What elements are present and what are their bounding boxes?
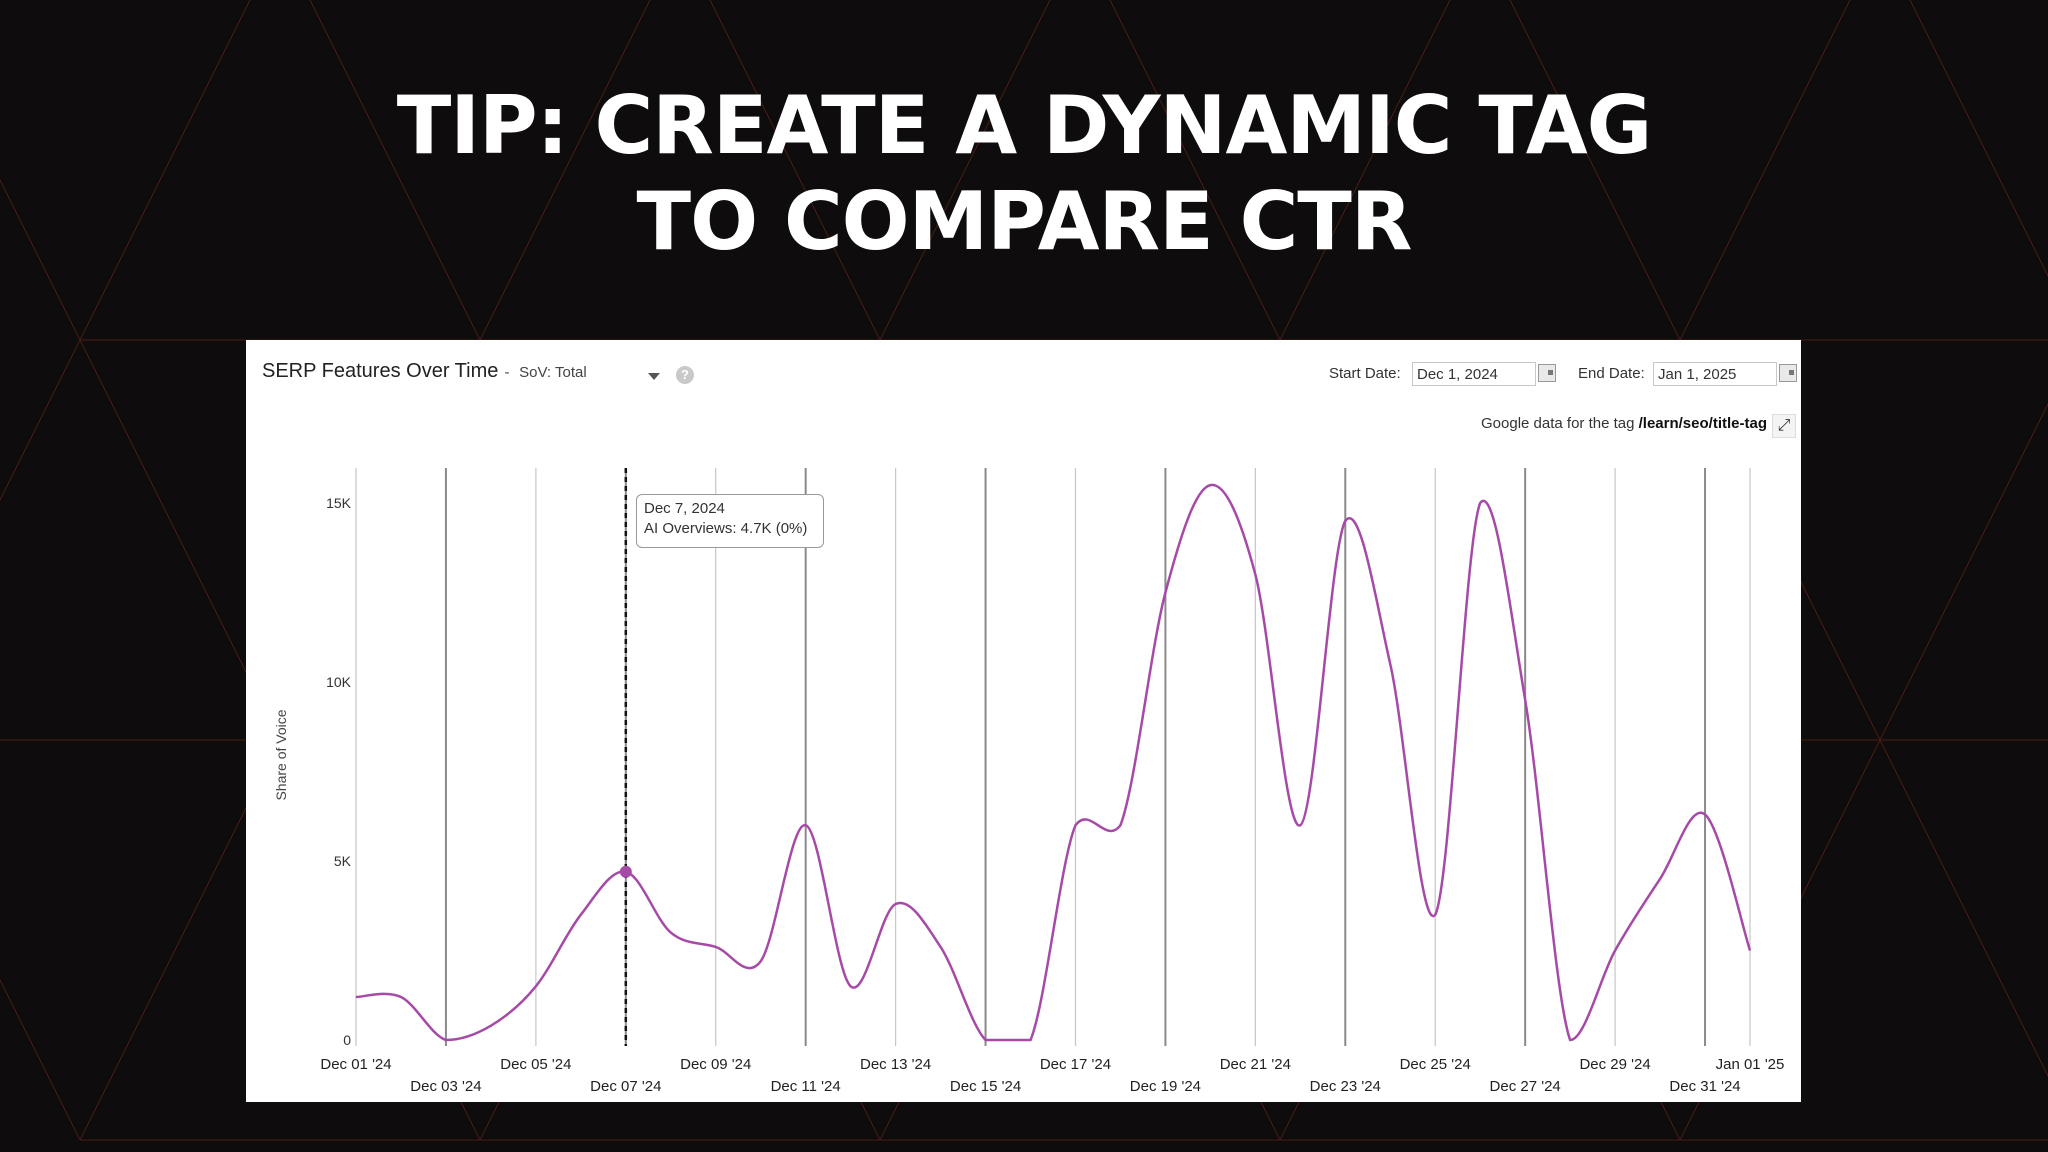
tooltip-value: AI Overviews: 4.7K (0%) <box>644 520 808 537</box>
expand-icon[interactable]: ⤢ <box>1772 414 1796 438</box>
background-line <box>0 339 81 502</box>
end-date-input[interactable]: Jan 1, 2025 <box>1653 362 1777 386</box>
highlight-point[interactable] <box>619 865 632 878</box>
background-line <box>1279 0 1451 341</box>
x-tick-label: Jan 01 '25 <box>1716 1056 1785 1073</box>
x-tick-label: Dec 15 '24 <box>950 1078 1021 1095</box>
background-line <box>309 0 481 341</box>
panel-title-separator: - <box>500 364 510 381</box>
serp-features-panel: 0 5K 10K 15K Share of Voice Dec 01 '24 Dec 03 … <box>246 340 1801 1102</box>
x-tick-label: Dec 09 '24 <box>680 1056 751 1073</box>
x-tick-label: Dec 17 '24 <box>1040 1056 1111 1073</box>
y-tick-labels: 0 5K 10K 15K <box>326 495 352 1048</box>
y-tick-label: 15K <box>326 495 352 511</box>
x-tick-label: Dec 01 '24 <box>320 1056 391 1073</box>
tag-path: /learn/seo/title-tag <box>1638 415 1767 432</box>
line-chart: 0 5K 10K 15K Share of Voice Dec 01 '24 Dec 03 … <box>273 468 1784 1095</box>
start-date-input[interactable]: Dec 1, 2024 <box>1412 362 1536 386</box>
sov-dropdown-icon[interactable] <box>648 373 660 380</box>
slide-title: TIP: CREATE A DYNAMIC TAG TO COMPARE CTR <box>0 78 2048 270</box>
x-tick-label: Dec 23 '24 <box>1310 1078 1381 1095</box>
start-date-calendar-icon[interactable] <box>1538 364 1556 382</box>
x-tick-label: Dec 13 '24 <box>860 1056 931 1073</box>
help-icon[interactable]: ? <box>676 366 694 384</box>
panel-title: SERP Features Over Time - SoV: Total <box>262 360 587 383</box>
x-tick-label: Dec 25 '24 <box>1400 1056 1471 1073</box>
sov-select-value[interactable]: SoV: Total <box>519 364 587 381</box>
x-tick-label: Dec 27 '24 <box>1490 1078 1561 1095</box>
y-axis-label: Share of Voice <box>273 709 289 800</box>
start-date-label: Start Date: <box>1329 365 1401 382</box>
background-line <box>879 0 1051 341</box>
background-line <box>1879 739 2048 1078</box>
background-line <box>1879 402 2048 741</box>
slide-title-line-1: TIP: CREATE A DYNAMIC TAG <box>396 79 1653 172</box>
tag-note-prefix: Google data for the tag <box>1481 415 1635 432</box>
y-tick-label: 0 <box>343 1032 351 1048</box>
x-tick-labels: Dec 01 '24 Dec 03 '24 Dec 05 '24 Dec 07 '24… <box>320 1056 1784 1095</box>
background-line <box>1109 0 1281 341</box>
x-tick-label: Dec 05 '24 <box>500 1056 571 1073</box>
x-tick-label: Dec 19 '24 <box>1130 1078 1201 1095</box>
background-line <box>1509 0 1681 341</box>
y-tick-label: 10K <box>326 674 352 690</box>
end-date-calendar-icon[interactable] <box>1779 364 1797 382</box>
tag-note: Google data for the tag /learn/seo/title… <box>1481 415 1767 432</box>
x-tick-label: Dec 29 '24 <box>1579 1056 1650 1073</box>
tooltip-date: Dec 7, 2024 <box>644 500 725 517</box>
x-tick-label: Dec 21 '24 <box>1220 1056 1291 1073</box>
x-tick-label: Dec 11 '24 <box>771 1078 841 1095</box>
x-tick-label: Dec 07 '24 <box>590 1078 661 1095</box>
background-line <box>1909 0 2048 278</box>
background-line <box>479 0 651 341</box>
chart-tooltip: Dec 7, 2024 AI Overviews: 4.7K (0%) <box>636 494 824 548</box>
end-date-label: End Date: <box>1578 365 1645 382</box>
x-gridlines <box>355 468 1751 1046</box>
x-tick-label: Dec 31 '24 <box>1669 1078 1740 1095</box>
slide-title-line-2: TO COMPARE CTR <box>636 175 1413 268</box>
background-line <box>1679 0 1851 341</box>
background-line <box>0 978 81 1141</box>
y-tick-label: 5K <box>334 853 352 869</box>
series-line-ai-overviews <box>355 483 1752 1042</box>
x-tick-label: Dec 03 '24 <box>410 1078 481 1095</box>
panel-title-text: SERP Features Over Time <box>262 360 499 382</box>
background-line <box>0 178 81 341</box>
background-line <box>79 0 251 341</box>
background-line <box>709 0 881 341</box>
